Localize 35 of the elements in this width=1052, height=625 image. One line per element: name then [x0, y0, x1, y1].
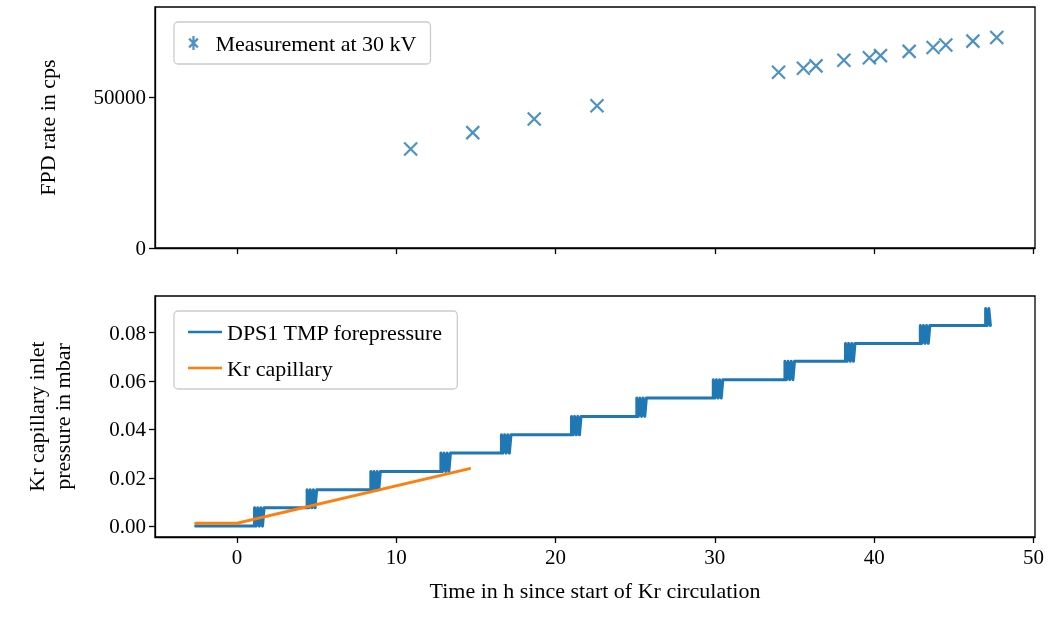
point	[526, 111, 542, 127]
y-tick-label: 0.00	[109, 514, 146, 539]
legend-label: Kr capillary	[227, 355, 333, 381]
point	[589, 98, 605, 114]
point	[872, 48, 889, 64]
y-axis-title: Kr capillary inlet pressure in mbar	[23, 341, 75, 492]
x-tick-label: 30	[704, 544, 726, 569]
y-axis-title: FPD rate in cps	[34, 59, 60, 196]
point	[901, 43, 917, 59]
x-tick-label: 50	[1022, 544, 1044, 569]
point	[403, 141, 419, 157]
x-tick-label: 10	[385, 544, 407, 569]
x-tick-label: 40	[863, 544, 885, 569]
y-tick-label: 0.04	[109, 417, 147, 442]
point	[989, 29, 1005, 46]
point	[861, 50, 877, 66]
point	[836, 52, 852, 68]
y-tick-label: 0.08	[109, 320, 146, 345]
legend-label: DPS1 TMP forepressure	[227, 319, 443, 345]
line-series	[194, 307, 992, 528]
y-tick-label: 0.02	[109, 465, 146, 490]
point	[770, 64, 787, 80]
point	[925, 39, 941, 56]
y-tick-label: 0	[135, 236, 146, 260]
point	[465, 125, 481, 141]
point	[965, 33, 981, 49]
x-axis-title: Time in h since start of Kr circulation	[429, 577, 761, 603]
x-tick-label: 20	[545, 544, 567, 569]
point	[938, 37, 954, 53]
legend-label: Measurement at 30 kV	[215, 30, 417, 56]
point	[808, 58, 824, 74]
x-tick-label: 0	[231, 544, 243, 569]
y-tick-label: 0.06	[109, 369, 146, 394]
point	[795, 60, 812, 76]
y-tick-label: 50000	[93, 85, 146, 109]
